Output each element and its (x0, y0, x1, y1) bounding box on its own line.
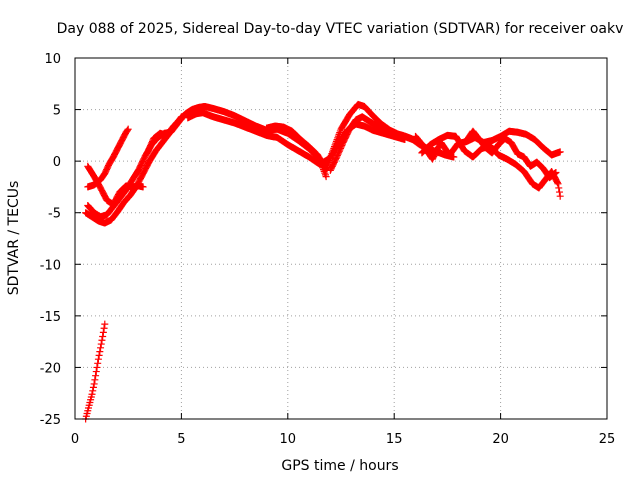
data-point-marker (555, 188, 563, 196)
data-point-marker (94, 355, 102, 363)
y-tick-label: -5 (48, 207, 61, 222)
data-point-marker (552, 168, 560, 176)
data-point-marker (97, 340, 105, 348)
data-point-marker (556, 148, 564, 156)
data-point-marker (554, 180, 562, 188)
data-point-marker (322, 173, 330, 181)
y-tick-label: -15 (40, 310, 61, 325)
data-point-marker (94, 359, 102, 367)
data-point-marker (89, 383, 97, 391)
series-track-f (184, 109, 409, 168)
x-tick-label: 20 (492, 432, 509, 447)
data-point-marker (89, 387, 97, 395)
x-tick-label: 10 (280, 432, 297, 447)
data-point-marker (98, 336, 106, 344)
data-point-marker (97, 344, 105, 352)
data-point-marker (123, 126, 131, 134)
data-point-marker (124, 125, 132, 133)
data-point-marker (92, 368, 100, 376)
data-point-marker (88, 390, 96, 398)
data-point-marker (556, 192, 564, 200)
y-tick-label: 5 (53, 104, 61, 119)
data-point-marker (99, 332, 107, 340)
series-track-b (84, 125, 132, 191)
data-point-marker (91, 376, 99, 384)
data-point-marker (553, 179, 561, 187)
data-point-marker (95, 351, 103, 359)
chart-title: Day 088 of 2025, Sidereal Day-to-day VTE… (57, 21, 624, 37)
y-tick-label: -10 (40, 258, 61, 273)
x-axis-label: GPS time / hours (281, 458, 398, 474)
y-tick-label: -25 (40, 413, 61, 428)
plot-frame (74, 57, 608, 420)
data-point-marker (139, 183, 147, 191)
data-point-marker (90, 380, 98, 388)
y-tick-label: -20 (40, 361, 61, 376)
series-track-l (82, 320, 109, 423)
series-track-k (463, 127, 560, 182)
data-point-marker (100, 324, 108, 332)
data-point-marker (101, 320, 109, 328)
data-point-marker (555, 184, 563, 192)
y-tick-label: 10 (44, 52, 61, 67)
data-point-marker (96, 348, 104, 356)
y-tick-label: 0 (53, 155, 61, 170)
data-point-marker (450, 153, 458, 161)
x-tick-label: 15 (386, 432, 403, 447)
x-tick-label: 0 (71, 432, 79, 447)
series-track-i (411, 127, 564, 163)
x-tick-labels: 0 5 10 15 20 25 (71, 432, 615, 447)
data-series (82, 100, 564, 423)
y-tick-labels: -25 -20 -15 -10 -5 0 5 10 (40, 52, 61, 428)
y-axis-label: SDTVAR / TECUs (6, 181, 22, 296)
data-point-marker (92, 372, 100, 380)
data-point-marker (99, 328, 107, 336)
data-point-marker (93, 363, 101, 371)
grid-lines (75, 58, 607, 419)
x-tick-label: 25 (599, 432, 616, 447)
x-tick-label: 5 (177, 432, 185, 447)
axis-ticks (74, 57, 608, 420)
